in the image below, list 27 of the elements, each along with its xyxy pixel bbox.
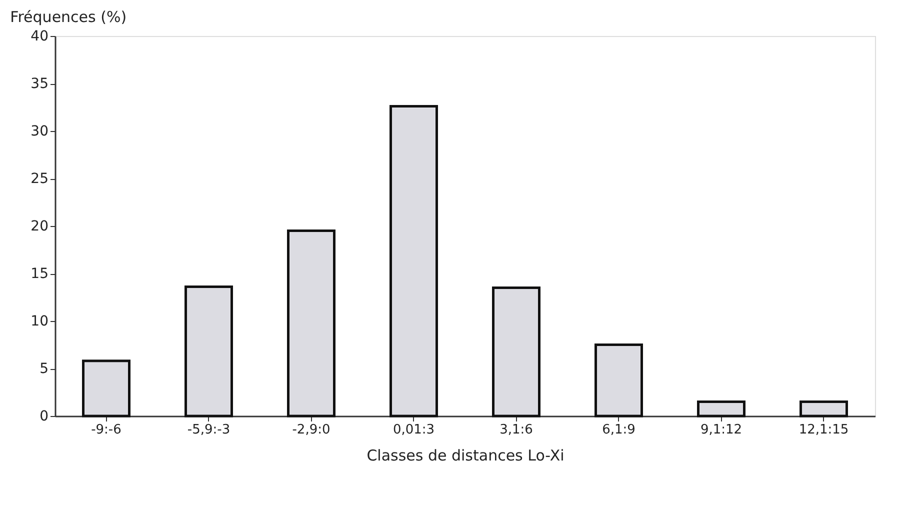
bar [82, 360, 130, 418]
bar [800, 400, 848, 418]
x-tick-label: 0,01:3 [392, 422, 435, 438]
bar [390, 105, 438, 418]
y-axis-title: Fréquences (%) [10, 8, 127, 26]
y-tick-label: 30 [30, 124, 48, 140]
y-tick-label: 35 [30, 76, 48, 92]
y-tick-label: 0 [40, 408, 48, 424]
x-tick-label: 3,1:6 [500, 422, 533, 438]
x-tick-label: 9,1:12 [700, 422, 742, 438]
y-tick-label: 25 [30, 171, 48, 187]
x-tick-label: -2,9:0 [292, 422, 330, 438]
y-tick-label: 10 [30, 314, 48, 330]
y-tick-label: 20 [30, 218, 48, 234]
x-axis-title: Classes de distances Lo-Xi [366, 446, 564, 464]
y-tick-label: 15 [30, 266, 48, 282]
bar [184, 286, 233, 418]
bar [287, 230, 336, 418]
y-tick-label: 5 [40, 361, 48, 377]
x-tick-label: 12,1:15 [798, 422, 849, 438]
bar [697, 400, 746, 418]
x-tick-label: -9:-6 [91, 422, 122, 438]
bar [594, 344, 643, 418]
y-tick-label: 40 [30, 28, 48, 44]
x-tick-label: -5,9:-3 [187, 422, 230, 438]
x-tick-label: 6,1:9 [602, 422, 636, 438]
bar [492, 286, 540, 418]
